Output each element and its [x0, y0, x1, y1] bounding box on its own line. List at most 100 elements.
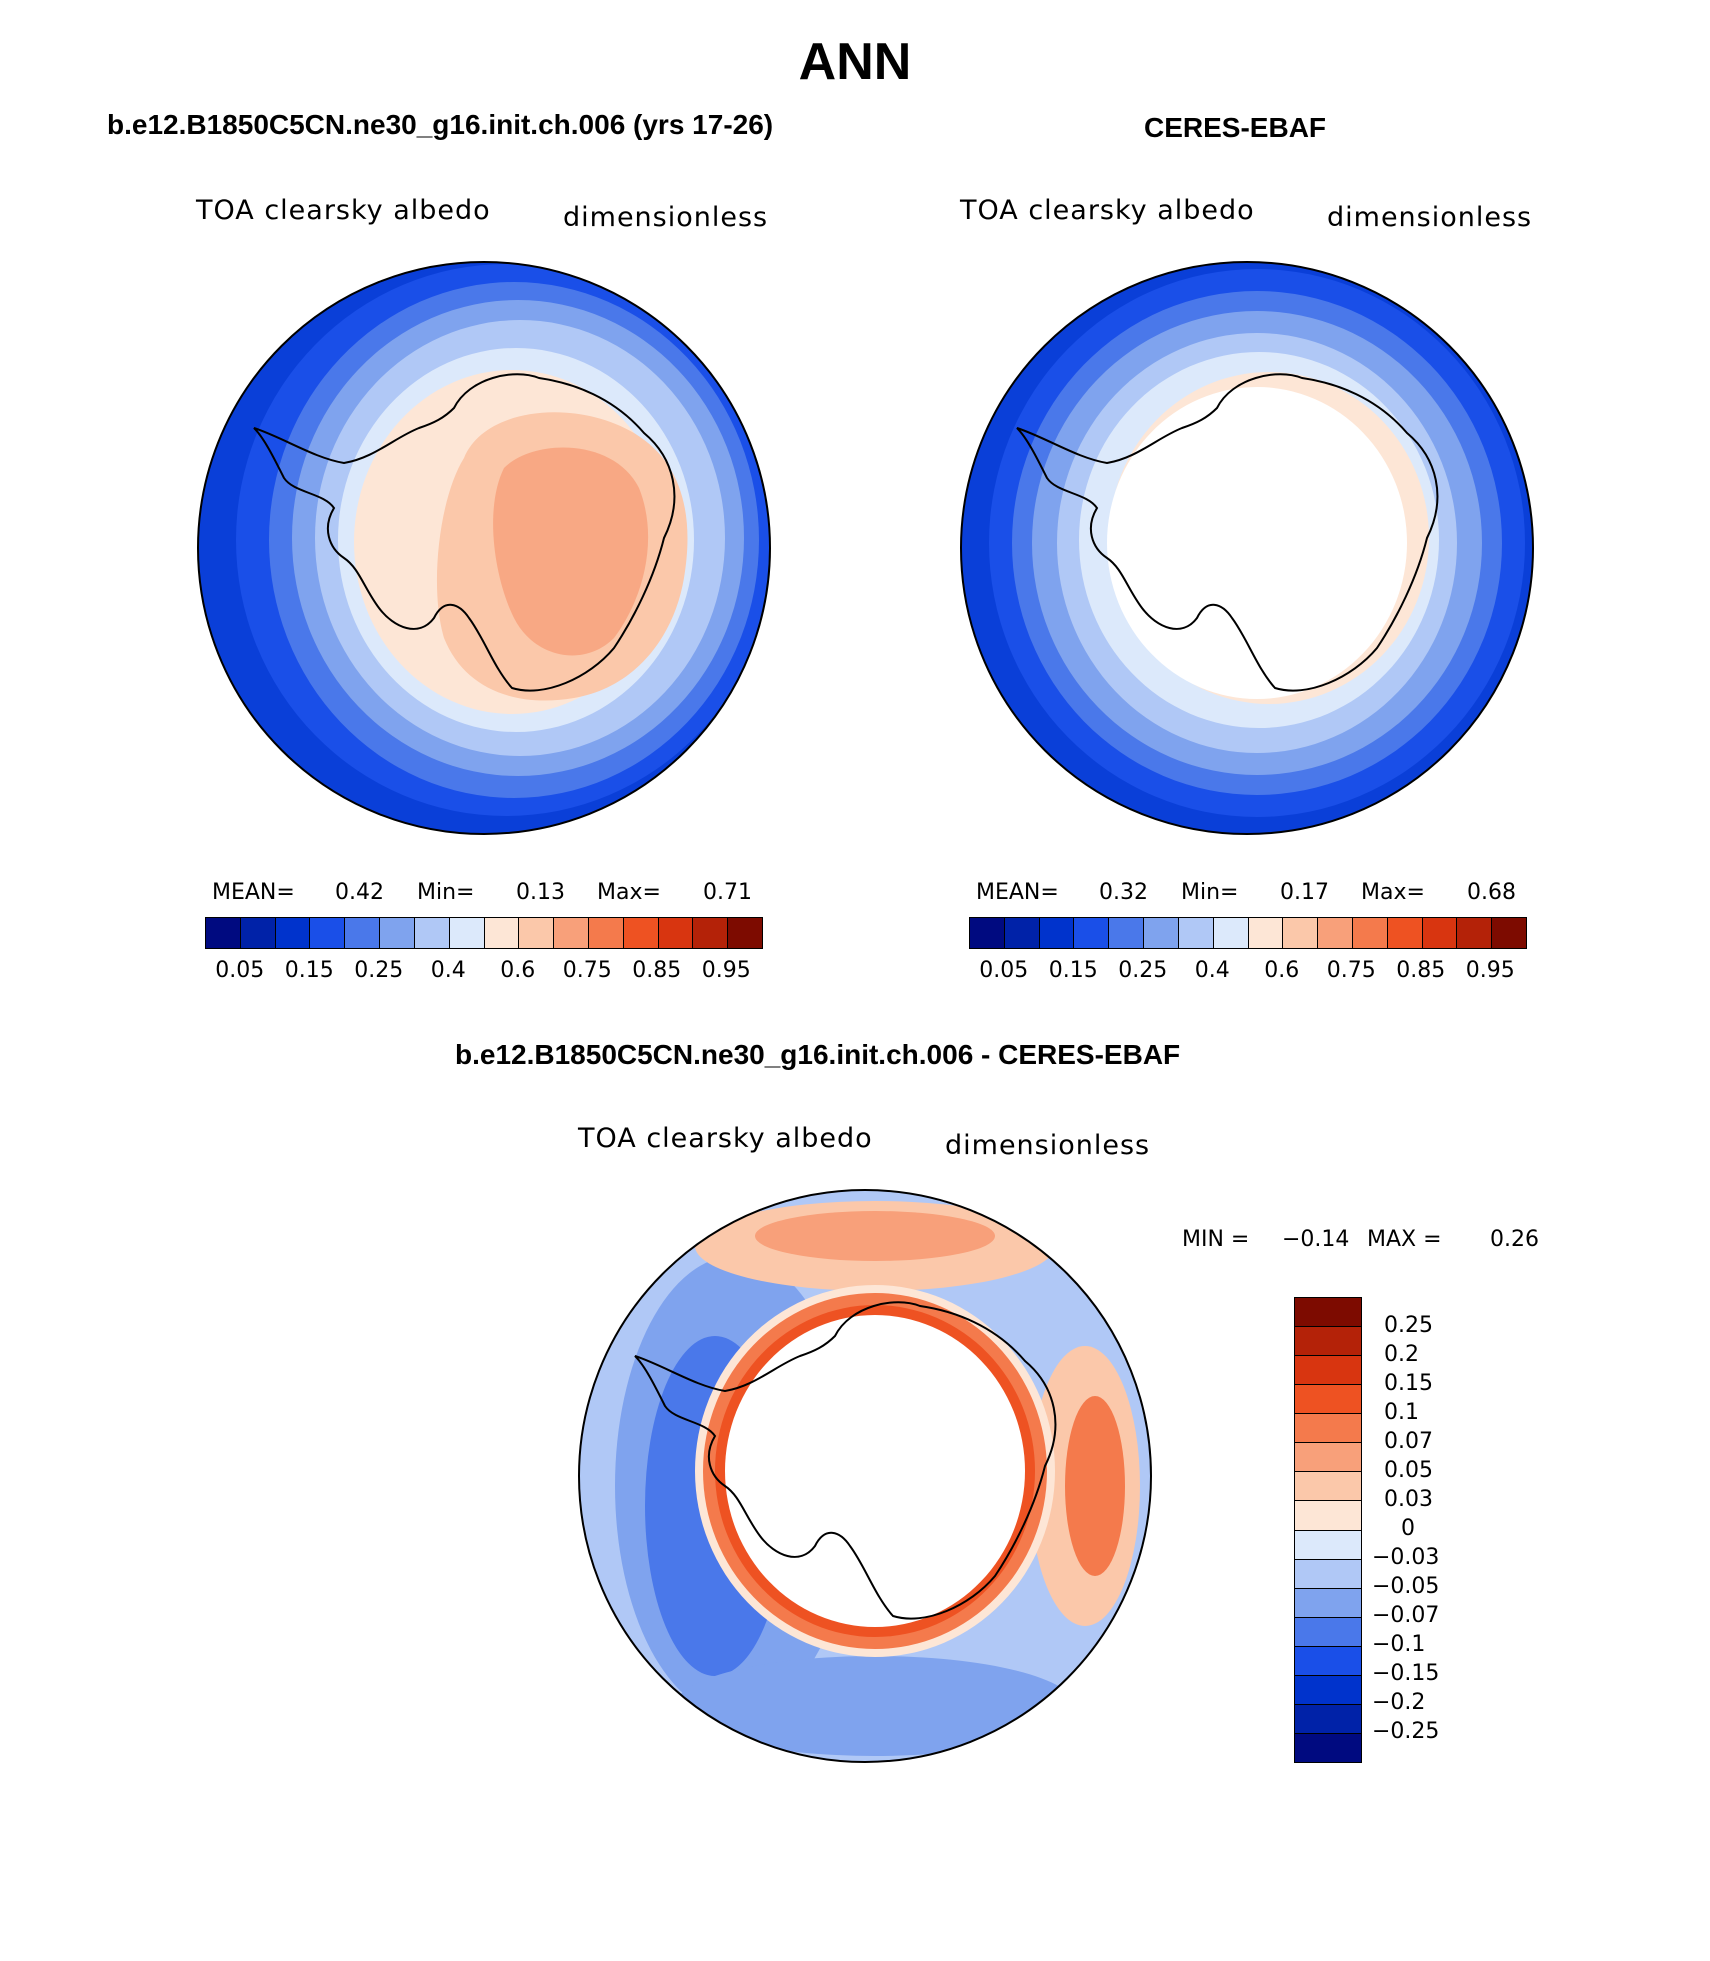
- obs-colorbar-swatch: [1003, 918, 1039, 948]
- model-max-label: Max=: [597, 880, 661, 905]
- obs-field-label: TOA clearsky albedo: [960, 195, 1255, 226]
- model-colorbar-tick-label: 0.85: [632, 958, 682, 983]
- diff-colorbar-tick-label: 0.15: [1384, 1371, 1433, 1396]
- diff-colorbar-swatch: [1295, 1500, 1361, 1530]
- diff-colorbar-swatch: [1295, 1587, 1361, 1617]
- model-colorbar-swatch: [379, 918, 414, 948]
- obs-colorbar-swatch: [1456, 918, 1492, 948]
- obs-colorbar-swatch: [1421, 918, 1457, 948]
- diff-colorbar-tick-label: −0.25: [1372, 1719, 1440, 1744]
- diff-colorbar-tick-label: 0.1: [1384, 1400, 1419, 1425]
- diff-colorbar-tick-label: 0.25: [1384, 1313, 1433, 1338]
- diff-colorbar-tick-label: −0.07: [1372, 1603, 1440, 1628]
- obs-colorbar-swatch: [1282, 918, 1318, 948]
- diff-colorbar-swatch: [1295, 1384, 1361, 1414]
- diff-colorbar-tick-label: −0.1: [1372, 1632, 1426, 1657]
- diff-colorbar-swatch: [1295, 1645, 1361, 1675]
- model-mean-label: MEAN=: [212, 880, 295, 905]
- obs-panel-title: CERES-EBAF: [1144, 112, 1327, 143]
- obs-colorbar-swatch: [1351, 918, 1387, 948]
- obs-mean-label: MEAN=: [976, 880, 1059, 905]
- model-colorbar-swatch: [727, 918, 762, 948]
- diff-colorbar-tick-label: 0: [1401, 1516, 1415, 1541]
- model-colorbar-swatch: [657, 918, 693, 948]
- obs-colorbar-swatch: [1108, 918, 1144, 948]
- model-colorbar-tick-label: 0.05: [215, 958, 265, 983]
- model-mean-value: 0.42: [335, 880, 384, 905]
- obs-colorbar-swatch: [1317, 918, 1352, 948]
- obs-colorbar-tick-label: 0.05: [979, 958, 1029, 983]
- diff-colorbar-swatch: [1295, 1703, 1361, 1733]
- main-title: ANN: [798, 33, 912, 91]
- model-colorbar-swatch: [309, 918, 345, 948]
- diff-colorbar-tick-label: −0.15: [1372, 1661, 1440, 1686]
- obs-colorbar-tick-label: 0.4: [1194, 958, 1230, 983]
- diff-colorbar-tick-label: −0.03: [1372, 1545, 1440, 1570]
- diff-colorbar: [1294, 1297, 1362, 1763]
- obs-mean-value: 0.32: [1099, 880, 1148, 905]
- obs-colorbar-swatch: [1212, 918, 1248, 948]
- diff-colorbar-labels: 0.25 0.2 0.15 0.1 0.07 0.05 0.03 0 −0.03 −0.05 −0.…: [1372, 1297, 1492, 1761]
- diff-colorbar-swatch: [1295, 1442, 1361, 1472]
- obs-colorbar-swatch: [1247, 918, 1283, 948]
- diff-colorbar-swatch: [1295, 1529, 1361, 1559]
- model-colorbar-swatch: [553, 918, 588, 948]
- obs-colorbar-swatch: [1491, 918, 1526, 948]
- diff-colorbar-tick-label: 0.03: [1384, 1487, 1433, 1512]
- model-min-value: 0.13: [516, 880, 565, 905]
- obs-colorbar-swatch: [970, 918, 1004, 948]
- obs-colorbar-swatch: [1177, 918, 1213, 948]
- obs-colorbar-tick-label: 0.15: [1048, 958, 1098, 983]
- model-colorbar-swatch: [344, 918, 380, 948]
- model-colorbar: [205, 917, 763, 949]
- obs-colorbar-tick-label: 0.85: [1396, 958, 1446, 983]
- obs-polar-map: [960, 261, 1534, 835]
- diff-colorbar-swatch: [1295, 1355, 1361, 1385]
- model-colorbar-swatch: [448, 918, 484, 948]
- obs-colorbar-swatch: [1073, 918, 1109, 948]
- model-colorbar-swatch: [413, 918, 449, 948]
- diff-min-label: MIN =: [1182, 1227, 1250, 1252]
- diff-coastline: [634, 1301, 1057, 1620]
- diff-polar-map: [578, 1189, 1152, 1763]
- model-colorbar-swatch: [692, 918, 728, 948]
- obs-colorbar-labels: 0.05 0.15 0.25 0.4 0.6 0.75 0.85 0.95: [969, 958, 1525, 984]
- model-colorbar-tick-label: 0.95: [701, 958, 751, 983]
- diff-colorbar-swatch: [1295, 1732, 1361, 1762]
- diff-max-label: MAX =: [1367, 1227, 1442, 1252]
- diff-colorbar-tick-label: 0.07: [1384, 1429, 1433, 1454]
- diff-colorbar-tick-label: −0.2: [1372, 1690, 1426, 1715]
- model-colorbar-swatch: [518, 918, 554, 948]
- obs-colorbar-tick-label: 0.95: [1465, 958, 1515, 983]
- model-colorbar-labels: 0.05 0.15 0.25 0.4 0.6 0.75 0.85 0.95: [205, 958, 761, 984]
- diff-colorbar-tick-label: 0.2: [1384, 1342, 1419, 1367]
- obs-colorbar-tick-label: 0.6: [1264, 958, 1300, 983]
- diff-colorbar-swatch: [1295, 1298, 1361, 1327]
- diff-colorbar-tick-label: 0.05: [1384, 1458, 1433, 1483]
- diff-colorbar-swatch: [1295, 1471, 1361, 1501]
- model-colorbar-swatch: [274, 918, 310, 948]
- model-colorbar-swatch: [483, 918, 519, 948]
- model-min-label: Min=: [417, 880, 475, 905]
- diff-units-label: dimensionless: [945, 1130, 1151, 1161]
- obs-units-label: dimensionless: [1327, 202, 1533, 233]
- diff-colorbar-swatch: [1295, 1616, 1361, 1646]
- model-colorbar-tick-label: 0.75: [562, 958, 612, 983]
- model-colorbar-tick-label: 0.6: [500, 958, 536, 983]
- model-colorbar-swatch: [622, 918, 658, 948]
- obs-colorbar-swatch: [1143, 918, 1178, 948]
- model-colorbar-tick-label: 0.25: [354, 958, 404, 983]
- diff-min-value: −0.14: [1282, 1227, 1350, 1252]
- obs-max-label: Max=: [1361, 880, 1425, 905]
- obs-min-value: 0.17: [1280, 880, 1329, 905]
- obs-colorbar: [969, 917, 1527, 949]
- model-panel-title: b.e12.B1850C5CN.ne30_g16.init.ch.006 (yr…: [107, 109, 774, 140]
- diff-colorbar-swatch: [1295, 1558, 1361, 1588]
- obs-max-value: 0.68: [1467, 880, 1516, 905]
- diff-colorbar-tick-label: −0.05: [1372, 1574, 1440, 1599]
- model-colorbar-swatch: [206, 918, 240, 948]
- model-colorbar-swatch: [587, 918, 623, 948]
- obs-colorbar-swatch: [1038, 918, 1074, 948]
- obs-coastline: [1016, 373, 1439, 692]
- model-polar-map: [197, 261, 771, 835]
